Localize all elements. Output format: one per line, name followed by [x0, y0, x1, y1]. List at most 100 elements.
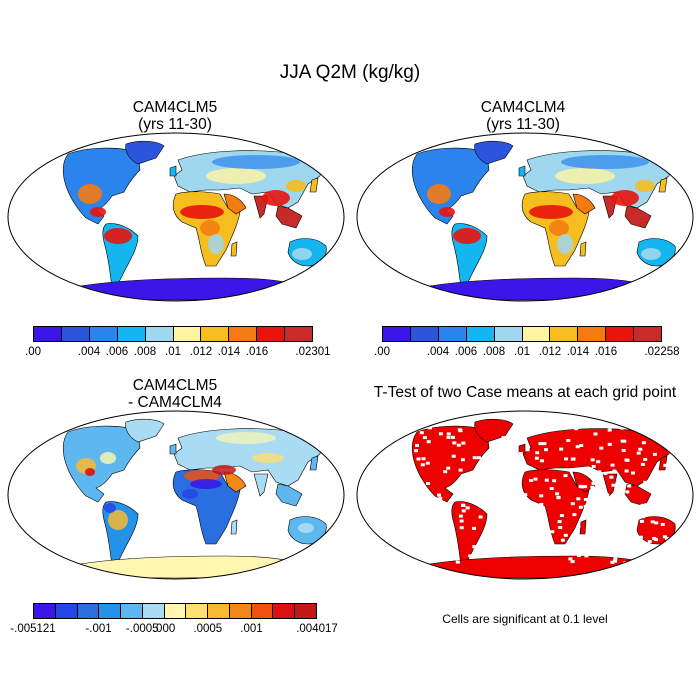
colorbar-tick-label: -.0005: [125, 623, 159, 635]
landmass-arabia: [572, 471, 596, 493]
colorbar-tick-label: .008: [133, 346, 157, 358]
colorbar-swatch: [173, 327, 202, 341]
colorbar-swatch: [634, 327, 662, 341]
landmass-greenland: [125, 418, 165, 443]
colorbar-swatch: [186, 604, 209, 618]
colorbar-labels-cam4clm4: .00 .004 .006 .008 .01 .012 .014 .016 .02258: [374, 346, 680, 362]
colorbar-tick-label: .01: [165, 346, 181, 358]
field-band: [611, 190, 639, 206]
landmass-madagascar: [230, 241, 238, 257]
colorbar-swatch: [285, 327, 313, 341]
field-band: [641, 248, 661, 260]
colorbar-swatch: [295, 604, 316, 618]
panel-title-line1: CAM4CLM4: [480, 99, 566, 116]
ttest-note: Cells are significant at 0.1 level: [442, 612, 608, 626]
field-band: [216, 432, 276, 444]
colorbar-difference: [33, 603, 317, 619]
colorbar-tick-label: .02258: [644, 346, 680, 358]
field-band: [439, 207, 455, 217]
panel-title-line2: - CAM4CLM4: [128, 394, 222, 411]
field-band: [104, 228, 132, 244]
field-band: [529, 205, 573, 219]
colorbar-tick-label: -.005121: [10, 623, 56, 635]
colorbar-swatch: [34, 327, 62, 341]
panel-title-line1: T-Test of two Case means at each grid po…: [373, 384, 677, 401]
landmass-india: [602, 473, 618, 497]
field-band: [635, 180, 655, 192]
colorbar-swatch: [229, 327, 258, 341]
field-band: [453, 228, 481, 244]
panel-title-line1: CAM4CLM5: [132, 377, 218, 394]
colorbar-swatch: [145, 327, 174, 341]
field-band: [184, 470, 220, 482]
colorbar-swatch: [522, 327, 551, 341]
colorbar-tick-label: .012: [538, 346, 562, 358]
panel-title-difference: CAM4CLM5 - CAM4CLM4: [60, 377, 290, 411]
colorbar-swatch: [438, 327, 467, 341]
colorbar-swatch: [257, 327, 286, 341]
field-band: [286, 180, 306, 192]
colorbar-swatch: [77, 604, 100, 618]
field-band: [104, 503, 116, 513]
colorbar-tick-label: .00: [374, 346, 390, 358]
panel-title-cam4clm5: CAM4CLM5 (yrs 11-30): [60, 99, 290, 133]
panel-title-line1: CAM4CLM5: [132, 99, 218, 116]
landmass-uk: [518, 165, 526, 177]
landmass-uk: [169, 165, 177, 177]
field-band: [190, 479, 222, 489]
colorbar-tick-label: .02301: [295, 346, 331, 358]
field-band: [180, 205, 224, 219]
colorbar-swatch: [494, 327, 523, 341]
colorbar-tick-label: .014: [566, 346, 590, 358]
colorbar-tick-label: .004: [426, 346, 450, 358]
landmass-uk: [169, 443, 177, 455]
field-band: [549, 220, 569, 236]
field-band: [292, 248, 312, 260]
field-band: [78, 184, 102, 204]
panel-title-line2: (yrs 11-30): [486, 116, 560, 133]
field-band: [555, 168, 615, 184]
colorbar-tick-label: .016: [245, 346, 269, 358]
colorbar-tick-label: .01: [514, 346, 530, 358]
colorbar-swatch: [89, 327, 118, 341]
colorbar-swatch: [273, 604, 296, 618]
colorbar-swatch: [229, 604, 252, 618]
field-band: [561, 155, 649, 169]
colorbar-swatch: [121, 604, 143, 618]
map-cam4clm5: [7, 132, 345, 302]
colorbar-swatch: [117, 327, 146, 341]
map-outline: [356, 410, 694, 580]
landmass-uk: [518, 443, 526, 455]
landmass-antarctica: [57, 555, 313, 579]
map-outline: [356, 132, 694, 302]
map-outline: [7, 132, 345, 302]
field-band: [206, 168, 266, 184]
colorbar-swatch: [383, 327, 411, 341]
landmass-japan: [309, 177, 319, 193]
colorbar-swatch: [164, 604, 187, 618]
field-band: [212, 465, 236, 475]
field-band: [90, 207, 106, 217]
colorbar-swatch: [208, 604, 230, 618]
colorbar-swatch: [466, 327, 495, 341]
map-cam4clm4: [356, 132, 694, 302]
colorbar-tick-label: .012: [189, 346, 213, 358]
map-ttest: [356, 410, 694, 580]
colorbar-swatch: [142, 604, 165, 618]
landmass-na: [62, 425, 141, 503]
landmass-japan: [658, 177, 668, 193]
panel-title-cam4clm4: CAM4CLM4 (yrs 11-30): [408, 99, 638, 133]
landmass-antarctica: [406, 277, 662, 301]
colorbar-tick-label: .006: [454, 346, 478, 358]
colorbar-tick-label: .00: [25, 346, 41, 358]
map-difference: [7, 410, 345, 580]
landmass-seasia: [275, 205, 303, 229]
colorbar-tick-label: .004017: [296, 623, 338, 635]
field-band: [100, 452, 116, 464]
landmass-arabia: [223, 193, 247, 215]
field-band: [212, 155, 300, 169]
field-band: [262, 190, 290, 206]
field-band: [200, 220, 220, 236]
panel-title-ttest: T-Test of two Case means at each grid po…: [350, 384, 700, 401]
landmass-seasia: [275, 483, 303, 507]
